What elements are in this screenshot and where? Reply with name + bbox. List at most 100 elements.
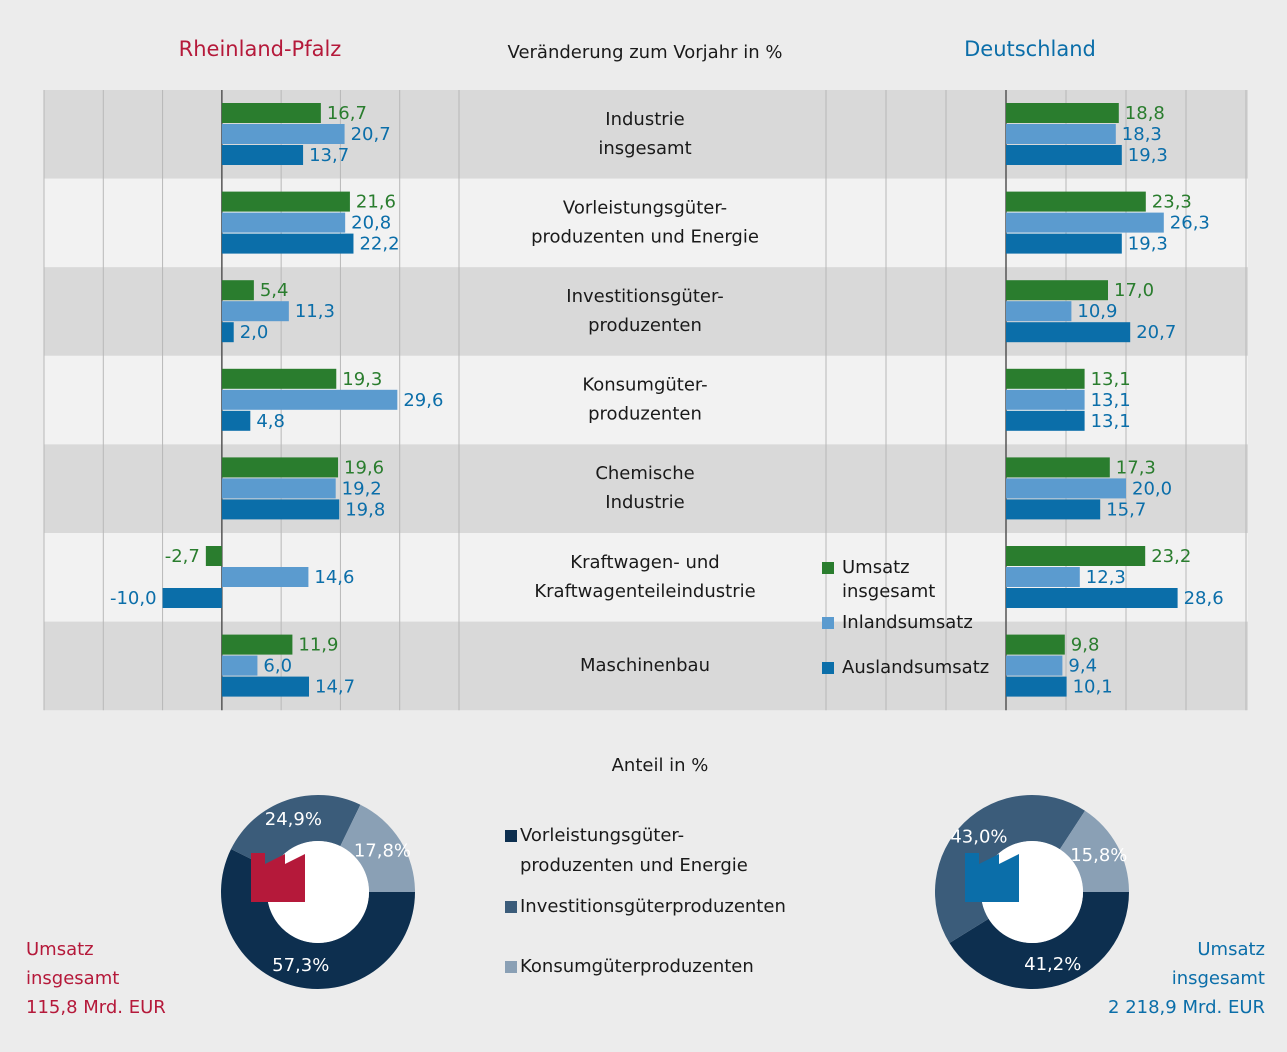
de-icon	[965, 853, 1019, 902]
bar	[221, 389, 398, 410]
value-label: 4,8	[256, 411, 285, 432]
bar	[1006, 322, 1131, 343]
value-label: 14,6	[314, 567, 354, 588]
value-label: 9,8	[1071, 635, 1100, 656]
bar	[1006, 634, 1065, 655]
segment-label: 24,9%	[265, 809, 322, 830]
value-label: -10,0	[110, 588, 157, 609]
segment-label: 57,3%	[272, 955, 329, 976]
legend-label: Auslandsumsatz	[842, 657, 989, 678]
legend-swatch	[505, 901, 517, 913]
value-label: 23,2	[1151, 546, 1191, 567]
bar	[1006, 124, 1116, 144]
category-label: Maschinenbau	[580, 655, 710, 676]
category-label: Industrie insgesamt	[598, 109, 691, 159]
legend-swatch	[822, 617, 834, 629]
value-label: 16,7	[327, 103, 367, 124]
legend-label: Inlandsumsatz	[842, 612, 973, 633]
bar	[221, 233, 354, 254]
bar	[1006, 103, 1119, 123]
value-label: 28,6	[1184, 588, 1224, 609]
bar	[221, 655, 258, 676]
value-label: 19,6	[344, 457, 384, 478]
bar	[1006, 280, 1108, 301]
bar	[1006, 389, 1085, 410]
value-label: 2,0	[240, 322, 269, 343]
value-label: 19,3	[342, 369, 382, 390]
bar	[221, 301, 289, 322]
value-label: 9,4	[1068, 656, 1097, 677]
bar	[1006, 212, 1164, 233]
value-label: 20,0	[1132, 478, 1172, 499]
bar	[1006, 368, 1085, 389]
value-label: 11,9	[298, 635, 338, 656]
bar	[1006, 655, 1063, 676]
bar	[221, 191, 350, 212]
bar	[221, 145, 304, 165]
value-label: 10,9	[1077, 301, 1117, 322]
bar	[221, 103, 321, 123]
value-label: 17,0	[1114, 280, 1154, 301]
rp-annotation: Umsatz insgesamt 115,8 Mrd. EUR	[26, 939, 166, 1018]
category-label: Investitionsgüter-produzenten	[566, 286, 723, 336]
value-label: 13,1	[1091, 411, 1131, 432]
bar	[205, 546, 222, 566]
legend-label: Umsatz insgesamt	[842, 557, 935, 602]
bar	[1006, 546, 1146, 566]
category-label: Vorleistungsgüter-produzenten und Energi…	[531, 197, 759, 247]
value-label: 13,1	[1091, 390, 1131, 411]
legend-label: Investitionsgüterproduzenten	[520, 896, 786, 917]
category-label: Kraftwagen- und Kraftwagenteileindustrie	[534, 552, 755, 602]
bar	[221, 634, 293, 655]
segment-label: 43,0%	[950, 827, 1007, 848]
donut-segment	[231, 794, 361, 870]
bar-subtitle: Veränderung zum Vorjahr in %	[508, 42, 783, 63]
value-label: 21,6	[356, 192, 396, 213]
value-label: 20,7	[351, 124, 391, 145]
bar	[1006, 588, 1178, 608]
de-annotation: Umsatz insgesamt 2 218,9 Mrd. EUR	[1108, 939, 1265, 1018]
value-label: 13,1	[1091, 369, 1131, 390]
value-label: 15,7	[1106, 499, 1146, 520]
de-title: Deutschland	[964, 37, 1096, 61]
bar	[1006, 301, 1072, 322]
donut-segment	[220, 849, 415, 990]
bar	[1006, 191, 1146, 212]
legend-label: Konsumgüterproduzenten	[520, 956, 754, 977]
bar	[221, 410, 251, 431]
segment-label: 41,2%	[1024, 954, 1081, 975]
value-label: 18,3	[1122, 124, 1162, 145]
donut-segment	[934, 795, 1086, 943]
value-label: 19,3	[1128, 234, 1168, 255]
value-label: 19,8	[345, 499, 385, 520]
donut-segment	[340, 804, 415, 892]
value-label: -2,7	[165, 546, 200, 567]
value-label: 10,1	[1073, 677, 1113, 698]
bar	[221, 567, 309, 587]
bar	[221, 368, 337, 389]
value-label: 6,0	[263, 656, 292, 677]
bar	[221, 499, 340, 520]
rp-title: Rheinland-Pfalz	[179, 37, 342, 61]
segment-label: 15,8%	[1070, 845, 1127, 866]
value-label: 18,8	[1125, 103, 1165, 124]
bar	[1006, 478, 1126, 499]
rp-icon	[251, 853, 305, 902]
bar	[221, 322, 234, 343]
bar	[1006, 676, 1067, 697]
segment-label: 17,8%	[354, 841, 411, 862]
value-label: 5,4	[260, 280, 289, 301]
value-label: 12,3	[1086, 567, 1126, 588]
bar	[1006, 499, 1101, 520]
value-label: 19,2	[342, 478, 382, 499]
bar	[1006, 410, 1085, 431]
value-label: 19,3	[1128, 145, 1168, 166]
legend-swatch	[505, 961, 517, 973]
value-label: 23,3	[1152, 192, 1192, 213]
value-label: 22,2	[359, 234, 399, 255]
bar	[162, 588, 222, 608]
bar	[1006, 567, 1080, 587]
factory-icon	[965, 853, 1019, 902]
value-label: 20,8	[351, 213, 391, 234]
category-label: Chemische Industrie	[595, 463, 694, 513]
